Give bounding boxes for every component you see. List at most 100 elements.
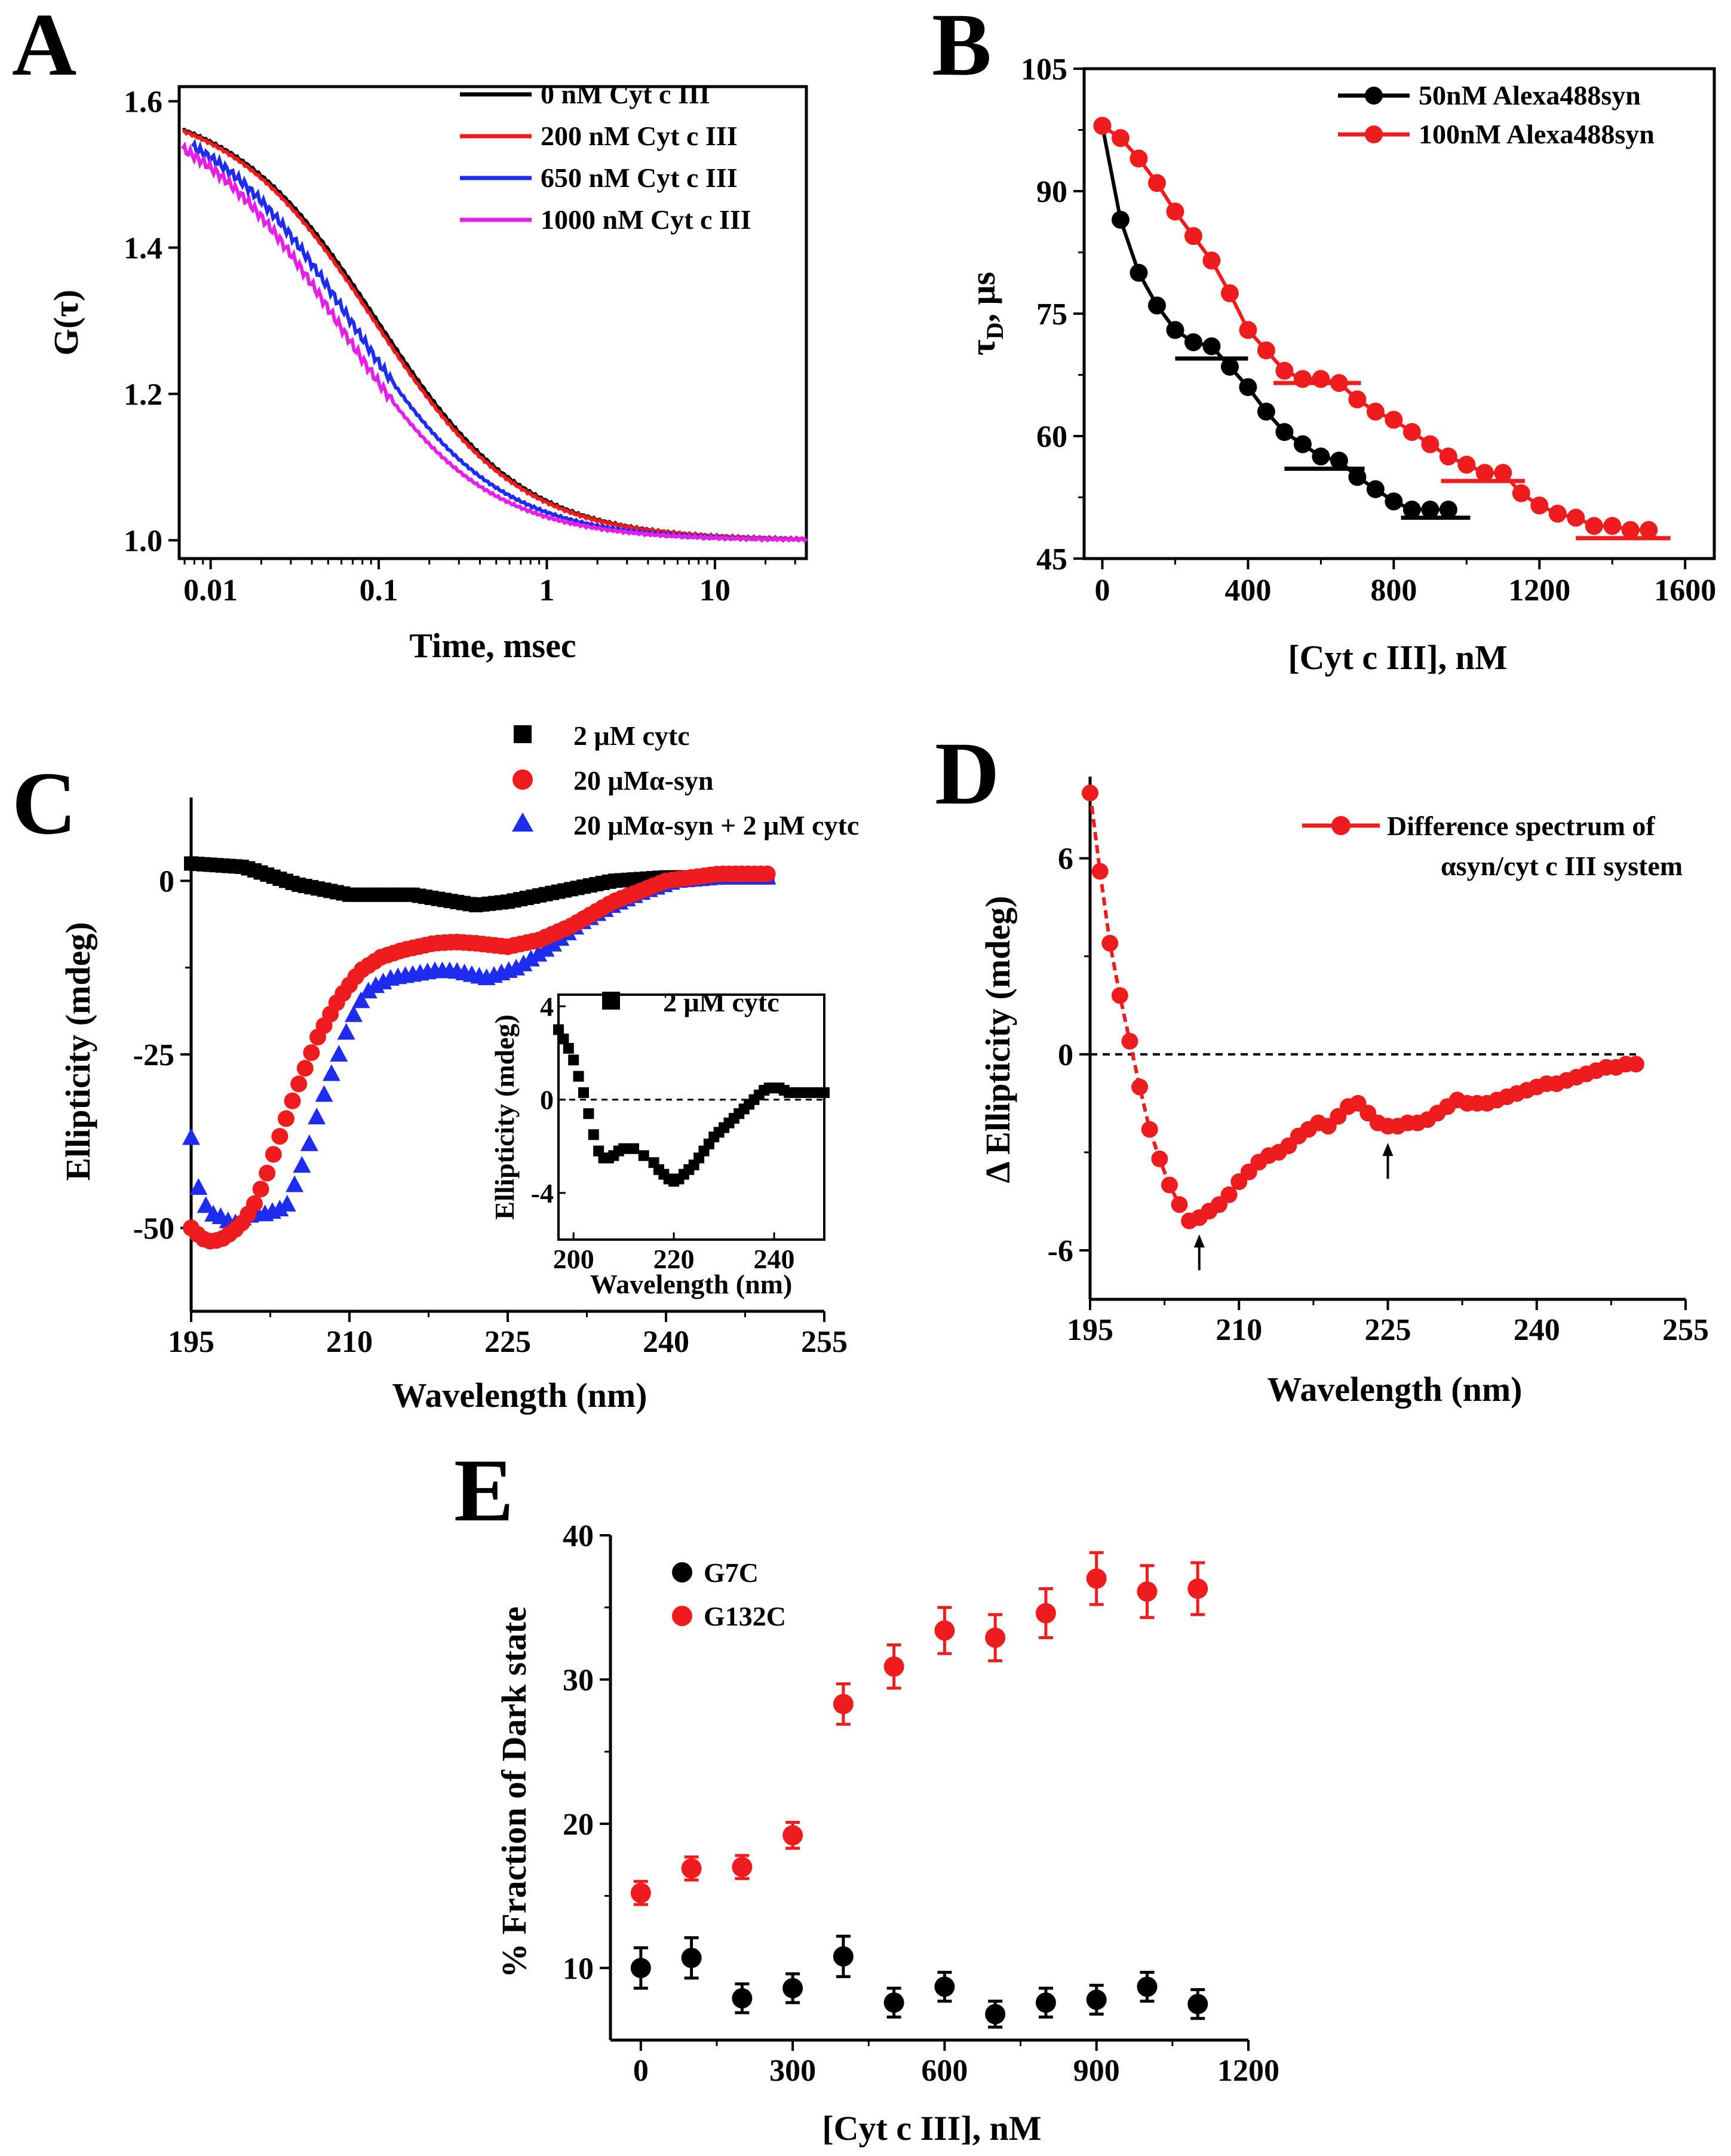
point-20-m-syn — [271, 1128, 288, 1145]
point-100nm-alexa488syn — [1220, 284, 1239, 302]
inset-x-tick-label: 220 — [653, 1244, 695, 1274]
point-20-m-syn-2-m-cytc — [330, 1045, 348, 1062]
point-g7c — [1137, 1976, 1158, 1997]
inset-point — [558, 1033, 569, 1045]
point-20-m-syn — [246, 1195, 263, 1212]
ticks-b: 0 400 800 1200 1600 45 60 75 90 105 — [1021, 53, 1716, 608]
point-100nm-alexa488syn — [1530, 496, 1549, 515]
y-tick-label: 75 — [1036, 298, 1067, 332]
point-g7c — [1035, 1992, 1056, 2013]
point-50nm-alexa488syn — [1275, 423, 1294, 441]
point-100nm-alexa488syn — [1585, 517, 1603, 535]
curve-1000-nm-cyt-c-iii — [180, 141, 808, 544]
y-axis-label-b: τD, μs — [963, 272, 1008, 355]
y-tick-label: 1.6 — [124, 85, 162, 119]
point-20-m-syn-2-m-cytc — [521, 949, 540, 967]
x-axis-label-d: Wavelength (nm) — [1267, 1370, 1523, 1409]
point-g7c — [1086, 1989, 1107, 2010]
x-tick-label: 300 — [769, 2054, 816, 2088]
y-axis-label-c: Ellipticity (mdeg) — [59, 922, 97, 1180]
point-20-m-syn-2-m-cytc — [293, 1155, 311, 1173]
point-100nm-alexa488syn — [1166, 203, 1184, 221]
legend-label-asyn-cytc: 20 μMα-syn + 2 μM cytc — [573, 810, 859, 841]
curves-a — [180, 127, 808, 544]
point-difference-spectrum — [1121, 1032, 1138, 1050]
legend-b: 50nM Alexa488syn 100nM Alexa488syn — [1338, 80, 1655, 149]
point-100nm-alexa488syn — [1293, 370, 1312, 388]
point-100nm-alexa488syn — [1621, 521, 1640, 539]
point-20-m-syn-2-m-cytc — [345, 1005, 363, 1022]
point-20-m-syn-2-m-cytc — [514, 954, 533, 971]
x-tick-label: 0.01 — [183, 573, 238, 608]
x-tick-label: 10 — [699, 573, 731, 608]
plot-frame-a — [177, 85, 808, 560]
x-tick-label: 225 — [1365, 1313, 1411, 1347]
point-20-m-syn-2-m-cytc — [197, 1196, 215, 1213]
point-difference-spectrum — [1082, 784, 1098, 802]
x-axis-label-b: [Cyt c III], nM — [1288, 638, 1507, 677]
x-tick-label: 800 — [1370, 573, 1417, 608]
inset-y-tick-label: 0 — [540, 1085, 554, 1115]
inset-point — [588, 1129, 599, 1140]
inset-y-label: Ellipticity (mdeg) — [489, 1014, 520, 1220]
point-100nm-alexa488syn — [1257, 341, 1275, 360]
y-axis-label-d: Δ Ellipticity (mdeg) — [978, 896, 1017, 1183]
legend-d: Difference spectrum of αsyn/cyt c III sy… — [1302, 811, 1683, 881]
inset-point — [563, 1042, 574, 1054]
point-100nm-alexa488syn — [1457, 455, 1476, 474]
point-20-m-syn — [290, 1075, 308, 1093]
point-g7c — [630, 1958, 651, 1979]
plot-area-d — [1082, 784, 1644, 1271]
legend-marker-50nm — [1365, 87, 1383, 105]
x-tick-label: 1200 — [1508, 573, 1570, 608]
legend-label-100nm: 100nM Alexa488syn — [1419, 119, 1655, 149]
inset-y-tick-label: -4 — [531, 1178, 554, 1209]
y-tick-label: 0 — [1058, 1038, 1073, 1072]
point-g132c — [1035, 1603, 1056, 1624]
x-tick-label: 210 — [1216, 1313, 1262, 1347]
inset-point — [568, 1054, 579, 1066]
panel-letter-d: D — [935, 724, 999, 823]
inset-frame — [557, 993, 825, 1241]
point-50nm-alexa488syn — [1202, 337, 1221, 355]
point-50nm-alexa488syn — [1421, 501, 1440, 519]
ticks-d: 195 210 225 240 255 6 0 -6 — [1048, 842, 1709, 1347]
point-20-m-syn-2-m-cytc — [359, 982, 377, 999]
point-difference-spectrum — [1161, 1176, 1178, 1194]
point-g132c — [681, 1858, 702, 1879]
point-20-m-syn — [278, 1110, 294, 1127]
point-g7c — [782, 1978, 803, 1999]
point-g7c — [833, 1946, 854, 1967]
point-difference-spectrum — [1171, 1196, 1188, 1213]
inset-point — [809, 1087, 820, 1098]
legend-label-0nm: 0 nM Cyt c III — [541, 79, 710, 109]
point-g132c — [1137, 1581, 1158, 1602]
point-100nm-alexa488syn — [1312, 370, 1330, 388]
legend-marker-diff — [1331, 816, 1351, 835]
inset-point — [618, 1143, 630, 1154]
y-tick-label: 60 — [1036, 420, 1067, 454]
inset-point — [638, 1150, 649, 1161]
y-axis-label-e: % Fraction of Dark state — [495, 1606, 533, 1978]
point-100nm-alexa488syn — [1402, 423, 1421, 441]
point-50nm-alexa488syn — [1293, 435, 1312, 453]
point-difference-spectrum — [1131, 1078, 1149, 1096]
inset-point — [553, 1024, 564, 1035]
x-tick-label: 900 — [1073, 2054, 1120, 2088]
point-100nm-alexa488syn — [1202, 252, 1221, 270]
x-tick-label: 240 — [643, 1325, 689, 1359]
legend-label-asyn: 20 μMα-syn — [573, 765, 713, 796]
point-100nm-alexa488syn — [1239, 321, 1257, 339]
x-tick-label: 210 — [326, 1325, 373, 1359]
legend-label-50nm: 50nM Alexa488syn — [1419, 80, 1641, 111]
point-100nm-alexa488syn — [1567, 508, 1585, 527]
legend-marker-asyn-cytc — [512, 812, 533, 832]
point-50nm-alexa488syn — [1239, 378, 1257, 396]
plot-area-e — [630, 1551, 1208, 2029]
legend-e: G7C G132C — [672, 1557, 786, 1631]
point-difference-spectrum — [1111, 987, 1128, 1004]
panel-d: D 195 210 225 240 255 6 0 -6 Difference spectru… — [935, 724, 1709, 1409]
point-20-m-syn — [303, 1044, 320, 1062]
inset-point — [799, 1087, 810, 1098]
point-100nm-alexa488syn — [1640, 521, 1658, 539]
